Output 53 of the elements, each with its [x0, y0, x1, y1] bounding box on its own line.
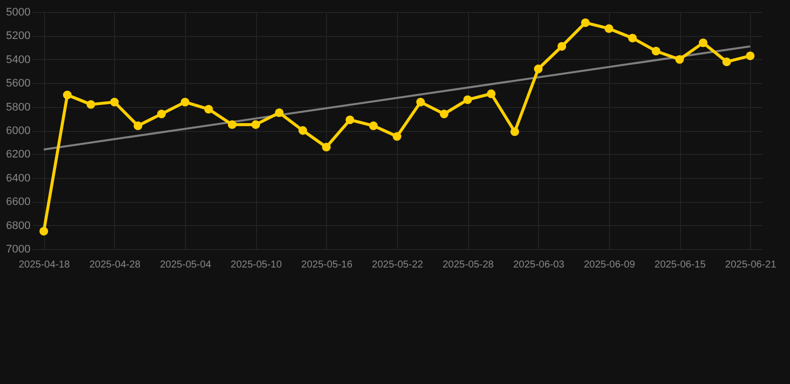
point: [110, 98, 119, 106]
point: [228, 120, 236, 129]
x-tick-label: 2025-05-22: [372, 260, 424, 270]
y-tick-label: 6000: [6, 125, 30, 137]
point: [251, 120, 260, 129]
point: [298, 126, 308, 135]
point: [180, 98, 190, 106]
y-tick-label: 6600: [6, 196, 30, 208]
point: [416, 98, 425, 106]
point: [322, 142, 331, 152]
point: [369, 121, 378, 130]
x-tick-label: 2025-05-04: [160, 260, 212, 270]
y-tick-label: 5600: [6, 78, 30, 90]
point: [558, 42, 566, 51]
point: [39, 226, 48, 236]
point: [534, 64, 543, 74]
y-tick-label: 6200: [6, 148, 30, 161]
x-tick-label: 2025-06-15: [654, 260, 706, 270]
y-tick-label: 5000: [6, 6, 30, 18]
x-tick-label: 2025-04-28: [89, 260, 141, 270]
point: [698, 38, 708, 48]
y-tick-label: 5200: [6, 30, 30, 42]
x-tick-label: 2025-06-03: [513, 260, 565, 270]
point: [628, 34, 637, 42]
point: [392, 132, 402, 141]
point: [486, 89, 496, 98]
point: [86, 100, 96, 109]
x-tick-label: 2025-05-10: [230, 260, 282, 270]
x-tick-label: 2025-06-09: [584, 260, 636, 270]
y-tick-label: 5800: [6, 101, 30, 114]
point: [204, 104, 213, 114]
point: [746, 52, 755, 60]
point: [722, 57, 732, 66]
point: [346, 116, 354, 124]
point: [652, 46, 660, 56]
point: [62, 90, 72, 100]
point: [157, 110, 166, 118]
point: [675, 55, 684, 64]
x-tick-label: 2025-04-18: [18, 260, 70, 270]
point: [604, 24, 614, 33]
point: [134, 121, 142, 130]
point: [510, 127, 520, 136]
y-tick-label: 6800: [6, 220, 30, 232]
point: [463, 95, 472, 104]
y-tick-label: 7000: [6, 244, 30, 256]
y-tick-label: 6400: [6, 172, 30, 184]
point: [581, 18, 590, 27]
point: [274, 108, 284, 118]
x-tick-label: 2025-06-21: [725, 260, 777, 270]
y-tick-label: 5400: [6, 54, 30, 66]
x-tick-label: 2025-05-16: [301, 260, 353, 270]
point: [440, 110, 448, 118]
x-tick-label: 2025-05-28: [442, 260, 494, 270]
